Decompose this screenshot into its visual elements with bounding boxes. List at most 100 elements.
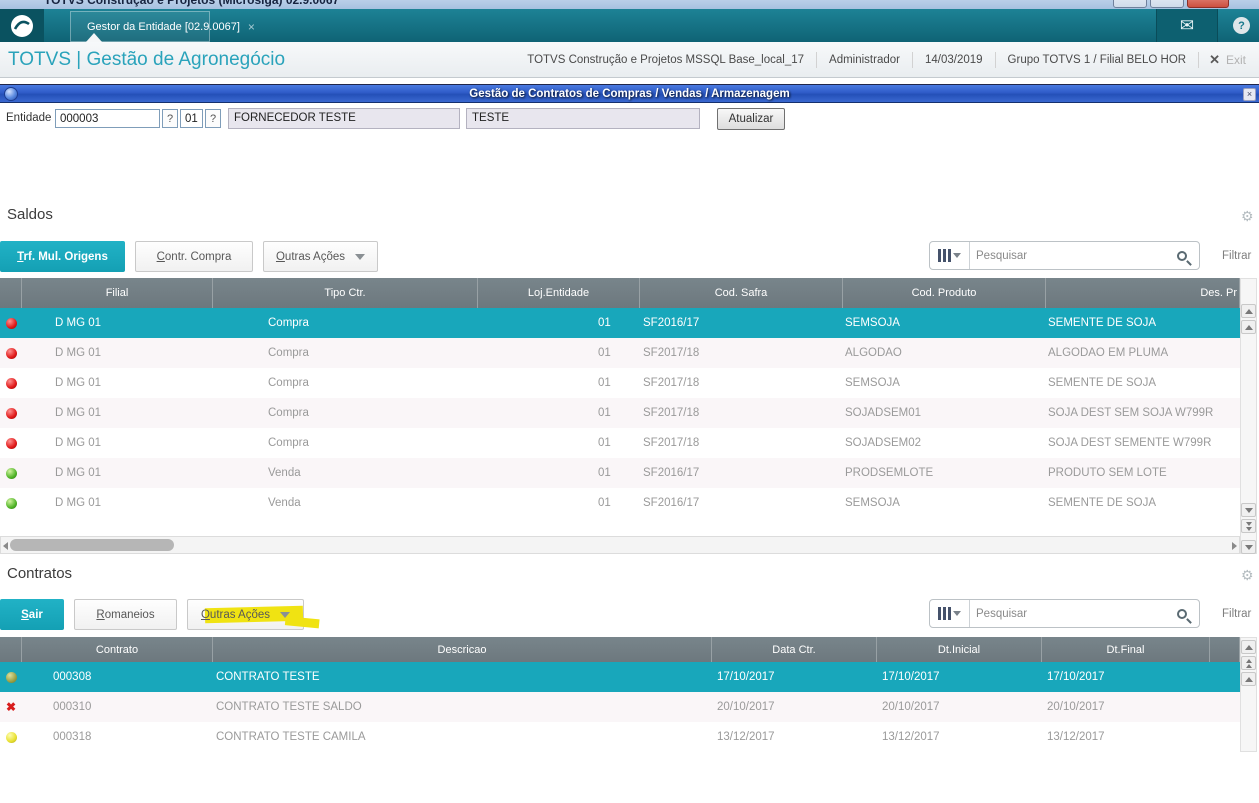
column-header-tipo[interactable]: Tipo Ctr. (213, 278, 478, 308)
contratos-filter-link[interactable]: Filtrar (1222, 608, 1252, 620)
help-button[interactable]: ? (1233, 17, 1250, 34)
table-row[interactable]: D MG 01 Compra 01 SF2017/18 SOJADSEM01 S… (0, 398, 1240, 428)
table-row[interactable]: ✖ 000310 CONTRATO TESTE SALDO 20/10/2017… (0, 692, 1240, 722)
trf-mul-origens-button[interactable]: Trf. Mul. Origens (0, 241, 125, 272)
table-row[interactable]: D MG 01 Compra 01 SF2017/18 SEMSOJA SEME… (0, 368, 1240, 398)
contr-compra-button[interactable]: Contr. Compra (135, 241, 253, 272)
close-window-button[interactable] (1187, 0, 1229, 8)
status-red-icon (5, 347, 17, 359)
scroll-page-up-button[interactable] (1241, 656, 1256, 670)
contratos-vscrollbar[interactable] (1240, 637, 1257, 752)
sair-button[interactable]: Sair (0, 599, 64, 630)
search-icon[interactable] (1177, 608, 1187, 619)
column-header-dt-inicial[interactable]: Dt.Inicial (877, 637, 1042, 662)
status-x-icon: ✖ (5, 700, 17, 714)
entity-code-lookup-button[interactable]: ? (162, 109, 178, 128)
dialog-titlebar: Gestão de Contratos de Compras / Vendas … (0, 84, 1259, 103)
dialog-icon (4, 87, 18, 101)
saldos-hscrollbar[interactable] (0, 536, 1240, 554)
scroll-page-down-button[interactable] (1241, 519, 1256, 533)
table-row[interactable]: D MG 01 Compra 01 SF2017/18 ALGODAO ALGO… (0, 338, 1240, 368)
romaneios-label: Romaneios (96, 608, 155, 621)
column-header-filial[interactable]: Filial (22, 278, 213, 308)
minimize-button[interactable] (1113, 0, 1147, 8)
branch-label: Grupo TOTVS 1 / Filial BELO HOR (996, 52, 1200, 68)
saldos-outras-acoes-button[interactable]: Outras Ações (263, 241, 378, 272)
contratos-outras-acoes-button[interactable]: Outras Ações (187, 599, 304, 630)
contratos-outras-acoes-label: Outras Ações (200, 608, 271, 621)
entity-code-field[interactable] (55, 109, 160, 128)
environment-label: TOTVS Construção e Projetos MSSQL Base_l… (515, 52, 818, 68)
table-row[interactable]: D MG 01 Venda 01 SF2016/17 PRODSEMLOTE P… (0, 458, 1240, 488)
sair-label: Sair (21, 608, 43, 621)
exit-button[interactable]: ✕ Exit (1199, 52, 1256, 68)
chevron-down-icon (355, 253, 366, 260)
contratos-column-picker[interactable] (930, 600, 970, 627)
column-header-produto[interactable]: Cod. Produto (843, 278, 1046, 308)
saldos-section-title: Saldos (7, 206, 53, 223)
saldos-filter-link[interactable]: Filtrar (1222, 250, 1252, 262)
table-row[interactable]: D MG 01 Venda 01 SF2016/17 SEMSOJA SEMEN… (0, 488, 1240, 518)
status-column-header[interactable] (0, 278, 22, 308)
column-header-safra[interactable]: Cod. Safra (640, 278, 843, 308)
app-brand: TOTVS | Gestão de Agronegócio (8, 49, 286, 70)
tab-bar: Gestor da Entidade [02.9.0067] × ✉ ? (0, 9, 1259, 42)
scroll-up-button[interactable] (1241, 304, 1256, 318)
maximize-button[interactable] (1150, 0, 1184, 8)
status-column-header[interactable] (0, 637, 22, 662)
scroll-left-icon[interactable] (3, 542, 8, 550)
romaneios-button[interactable]: Romaneios (74, 599, 177, 630)
contratos-search-input[interactable] (970, 607, 1177, 620)
column-header-dt-final[interactable]: Dt.Final (1042, 637, 1210, 662)
columns-icon (938, 607, 951, 620)
saldos-column-picker[interactable] (930, 242, 970, 269)
contratos-section-title: Contratos (7, 565, 73, 582)
column-header-descricao[interactable]: Descricao (213, 637, 712, 662)
column-header-descricao[interactable]: Des. Pr (1046, 278, 1240, 308)
mail-icon: ✉ (1179, 15, 1195, 35)
dialog-close-button[interactable]: × (1243, 88, 1256, 101)
entity-name-field: FORNECEDOR TESTE (228, 108, 460, 129)
contratos-toolbar: Sair Romaneios Outras Ações Filtrar (0, 599, 1259, 630)
tab-close-icon[interactable]: × (247, 19, 255, 34)
table-row[interactable]: D MG 01 Compra 01 SF2016/17 SEMSOJA SEME… (0, 308, 1240, 338)
table-row[interactable]: D MG 01 Compra 01 SF2017/18 SOJADSEM02 S… (0, 428, 1240, 458)
column-header-contrato[interactable]: Contrato (22, 637, 213, 662)
table-row[interactable]: 000318 CONTRATO TESTE CAMILA 13/12/2017 … (0, 722, 1240, 752)
hscroll-thumb[interactable] (10, 539, 174, 551)
refresh-button[interactable]: Atualizar (717, 108, 785, 130)
scroll-up-button[interactable] (1241, 640, 1256, 654)
saldos-toolbar: Trf. Mul. Origens Contr. Compra Outras A… (0, 241, 1259, 272)
scroll-down-button[interactable] (1241, 540, 1256, 554)
saldos-search-input[interactable] (970, 249, 1177, 262)
contratos-gear-icon[interactable]: ⚙ (1241, 567, 1254, 583)
chevron-down-icon (953, 611, 961, 616)
entity-store-field[interactable] (180, 109, 203, 128)
trf-mul-origens-label: Trf. Mul. Origens (17, 250, 108, 263)
totvs-logo[interactable] (0, 9, 44, 42)
column-header-loja[interactable]: Loj.Entidade (478, 278, 640, 308)
scroll-right-icon[interactable] (1232, 542, 1237, 550)
table-row[interactable]: 000308 CONTRATO TESTE 17/10/2017 17/10/2… (0, 662, 1240, 692)
status-red-icon (5, 377, 17, 389)
saldos-grid: Filial Tipo Ctr. Loj.Entidade Cod. Safra… (0, 278, 1240, 518)
search-icon[interactable] (1177, 250, 1187, 261)
scroll-up-button[interactable] (1241, 672, 1256, 686)
dialog-title: Gestão de Contratos de Compras / Vendas … (469, 88, 790, 100)
os-titlebar: TOTVS Construção e Projetos (Microsiga) … (0, 0, 1259, 9)
mail-button[interactable]: ✉ (1156, 9, 1218, 42)
contr-compra-label: Contr. Compra (156, 250, 232, 263)
status-green-icon (5, 497, 17, 509)
totvs-logo-icon (11, 14, 33, 37)
tab-label: Gestor da Entidade [02.9.0067] (87, 20, 240, 33)
saldos-gear-icon[interactable]: ⚙ (1241, 208, 1254, 224)
entity-store-lookup-button[interactable]: ? (205, 109, 221, 128)
chevron-down-icon (280, 611, 291, 618)
column-header-data-ctr[interactable]: Data Ctr. (712, 637, 877, 662)
user-label: Administrador (817, 52, 913, 68)
scroll-down-button[interactable] (1241, 503, 1256, 517)
column-header-extra[interactable] (1210, 637, 1240, 662)
scroll-up-button[interactable] (1241, 320, 1256, 334)
saldos-search-box (929, 241, 1200, 270)
